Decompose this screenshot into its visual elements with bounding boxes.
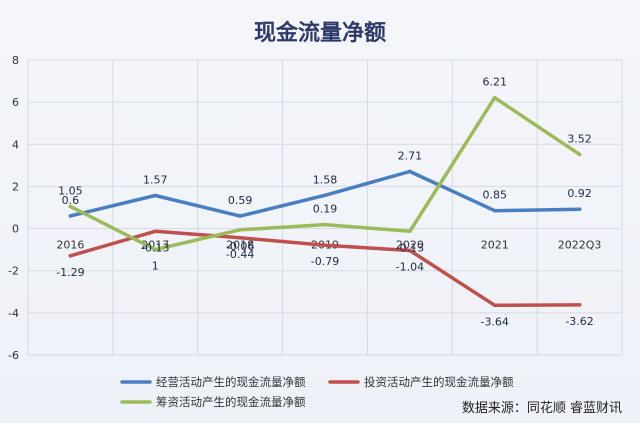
data-label: 0.6 [62,194,80,207]
data-point [238,236,242,240]
y-tick-label: 2 [12,180,19,193]
y-tick-label: 8 [12,54,19,67]
data-label: -0.13 [396,241,424,254]
data-label: 1.57 [143,173,168,186]
data-labels: 0.6 1.57 0.59 1.58 2.71 0.85 0.92 -1.29 -0.13 -0.… [56,76,594,329]
data-point [577,303,582,307]
data-label: 0.19 [313,203,338,216]
data-label: 0.92 [567,187,592,200]
data-point [68,253,73,258]
data-label: 2.71 [398,149,423,162]
data-label: -0.44 [226,248,254,261]
chart-title: 现金流量净额 [254,20,386,46]
legend-label: 筹资活动产生的现金流量净额 [156,395,306,409]
x-tick-label: 2018 [226,239,254,252]
data-point [492,303,497,308]
data-point [408,248,412,253]
data-label: 0.59 [228,194,253,207]
legend-label: 投资活动产生的现金流量净额 [364,375,514,389]
x-tick-label: 2021 [481,239,509,252]
data-point [238,228,242,232]
y-tick-label: 4 [12,138,19,151]
data-label: -1.04 [396,260,424,273]
data-label: 1.58 [313,173,338,186]
y-tick-label: -2 [8,265,19,278]
data-label: -3.64 [480,315,508,328]
y-tick-label: -4 [8,307,19,320]
data-point [68,204,73,209]
data-point [68,214,73,218]
data-point [323,243,327,248]
x-tick-label: 2016 [56,239,84,252]
source-note: 数据来源：同花顺 睿蓝财讯 [462,400,622,416]
data-label: -1.29 [56,266,84,279]
data-point [153,247,158,252]
grid [27,59,623,356]
data-point [323,193,327,198]
x-tick-label: 2022Q3 [558,239,602,252]
data-point [323,222,327,227]
data-label: -0.13 [141,241,169,254]
data-point [577,152,582,157]
data-point [238,214,242,218]
series [68,95,582,308]
data-label: 6.21 [482,76,507,89]
data-point [577,207,582,211]
y-tick-label: 6 [12,96,19,109]
data-label: -3.62 [565,315,593,328]
data-label: -0.79 [311,255,339,268]
data-point [408,229,412,234]
data-label: 3.52 [567,132,592,145]
data-point [153,229,158,234]
data-point [492,208,497,213]
y-tick-label: 0 [12,223,19,236]
data-label: -0.06 [226,240,254,253]
data-label: 1 [152,260,159,273]
data-label: 0.85 [482,189,507,202]
data-point [153,193,158,198]
y-tick-label: -6 [8,349,19,362]
data-point [408,169,412,174]
legend-label: 经营活动产生的现金流量净额 [156,375,306,389]
data-point [492,95,497,100]
data-label: 1.05 [58,184,83,197]
